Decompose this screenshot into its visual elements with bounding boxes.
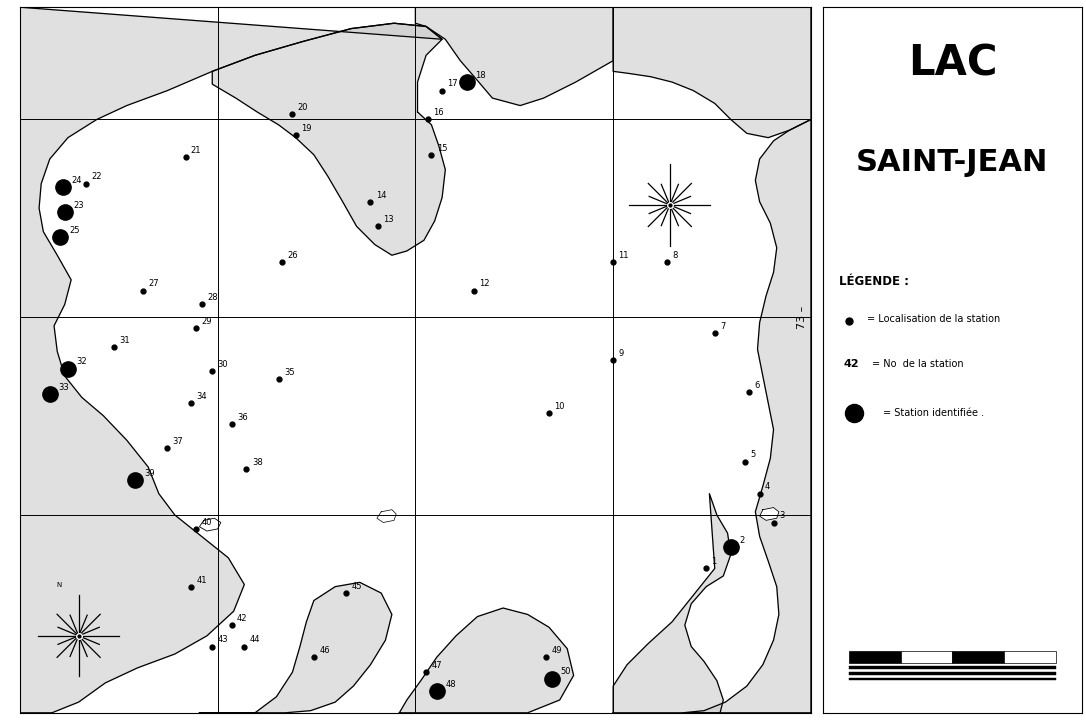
Text: 24: 24 xyxy=(72,176,81,184)
Text: 47: 47 xyxy=(431,661,442,670)
Text: 35: 35 xyxy=(283,368,294,377)
Text: 21: 21 xyxy=(191,145,201,155)
Text: 27: 27 xyxy=(148,279,159,289)
Polygon shape xyxy=(415,7,614,106)
Text: 44: 44 xyxy=(250,635,261,644)
Polygon shape xyxy=(200,518,220,531)
Bar xyxy=(952,651,1005,663)
Text: 25: 25 xyxy=(70,226,79,235)
Text: 38: 38 xyxy=(252,458,263,467)
Text: 3: 3 xyxy=(779,511,784,521)
Text: 8: 8 xyxy=(672,251,678,259)
Text: 43: 43 xyxy=(217,635,228,644)
Text: N: N xyxy=(56,582,62,588)
Text: 13: 13 xyxy=(383,215,394,224)
Text: 48: 48 xyxy=(445,680,456,689)
Text: 49: 49 xyxy=(552,646,561,655)
Polygon shape xyxy=(683,120,811,713)
Text: 30: 30 xyxy=(217,359,228,369)
Text: LAC: LAC xyxy=(908,42,997,84)
Text: 18: 18 xyxy=(476,71,485,80)
Polygon shape xyxy=(759,508,779,521)
Text: = Station identifiée .: = Station identifiée . xyxy=(883,408,984,418)
Bar xyxy=(849,678,1056,680)
Text: 5: 5 xyxy=(750,451,755,459)
Bar xyxy=(849,651,900,663)
Text: 22: 22 xyxy=(91,173,102,181)
Text: 28: 28 xyxy=(207,293,217,302)
Polygon shape xyxy=(614,7,811,138)
Text: 39: 39 xyxy=(143,469,154,477)
Text: 31: 31 xyxy=(119,336,130,345)
Text: 45: 45 xyxy=(351,582,362,591)
Text: 20: 20 xyxy=(298,103,308,112)
Text: 23: 23 xyxy=(73,202,84,210)
Text: 36: 36 xyxy=(237,413,248,422)
Text: 2: 2 xyxy=(740,536,745,545)
Text: 46: 46 xyxy=(319,646,330,655)
Text: 26: 26 xyxy=(287,251,298,259)
Text: 29: 29 xyxy=(202,317,212,325)
Text: 7: 7 xyxy=(720,322,725,331)
Text: 16: 16 xyxy=(433,108,444,117)
Bar xyxy=(849,666,1056,669)
Polygon shape xyxy=(377,510,396,523)
Bar xyxy=(900,651,952,663)
Polygon shape xyxy=(614,494,731,713)
Text: 15: 15 xyxy=(437,143,447,153)
Text: 73 –: 73 – xyxy=(797,305,807,329)
Text: 17: 17 xyxy=(447,79,458,89)
Text: 4: 4 xyxy=(765,482,770,492)
Text: 42: 42 xyxy=(844,359,859,369)
Polygon shape xyxy=(200,582,392,713)
Text: 50: 50 xyxy=(560,667,571,677)
Text: 19: 19 xyxy=(301,125,312,133)
Polygon shape xyxy=(400,608,573,713)
Text: SAINT-JEAN: SAINT-JEAN xyxy=(856,148,1049,177)
Text: 34: 34 xyxy=(197,392,206,400)
Text: 1: 1 xyxy=(711,557,717,567)
Text: 9: 9 xyxy=(619,349,623,358)
Text: = Localisation de la station: = Localisation de la station xyxy=(867,314,1000,324)
Polygon shape xyxy=(20,7,442,713)
Text: 10: 10 xyxy=(554,402,565,411)
Text: 12: 12 xyxy=(480,279,490,289)
Text: 33: 33 xyxy=(59,383,70,392)
Text: = No  de la station: = No de la station xyxy=(872,359,964,369)
Text: 14: 14 xyxy=(376,191,387,199)
Bar xyxy=(849,672,1056,675)
Text: 32: 32 xyxy=(76,357,87,366)
Text: 11: 11 xyxy=(619,251,629,259)
Text: 6: 6 xyxy=(755,381,760,390)
Text: 37: 37 xyxy=(173,436,184,446)
Text: 42: 42 xyxy=(237,614,248,623)
Text: 41: 41 xyxy=(197,575,206,585)
Text: LÉGENDE :: LÉGENDE : xyxy=(838,275,909,288)
Text: 40: 40 xyxy=(202,518,212,527)
Polygon shape xyxy=(212,23,445,255)
Bar xyxy=(1005,651,1056,663)
